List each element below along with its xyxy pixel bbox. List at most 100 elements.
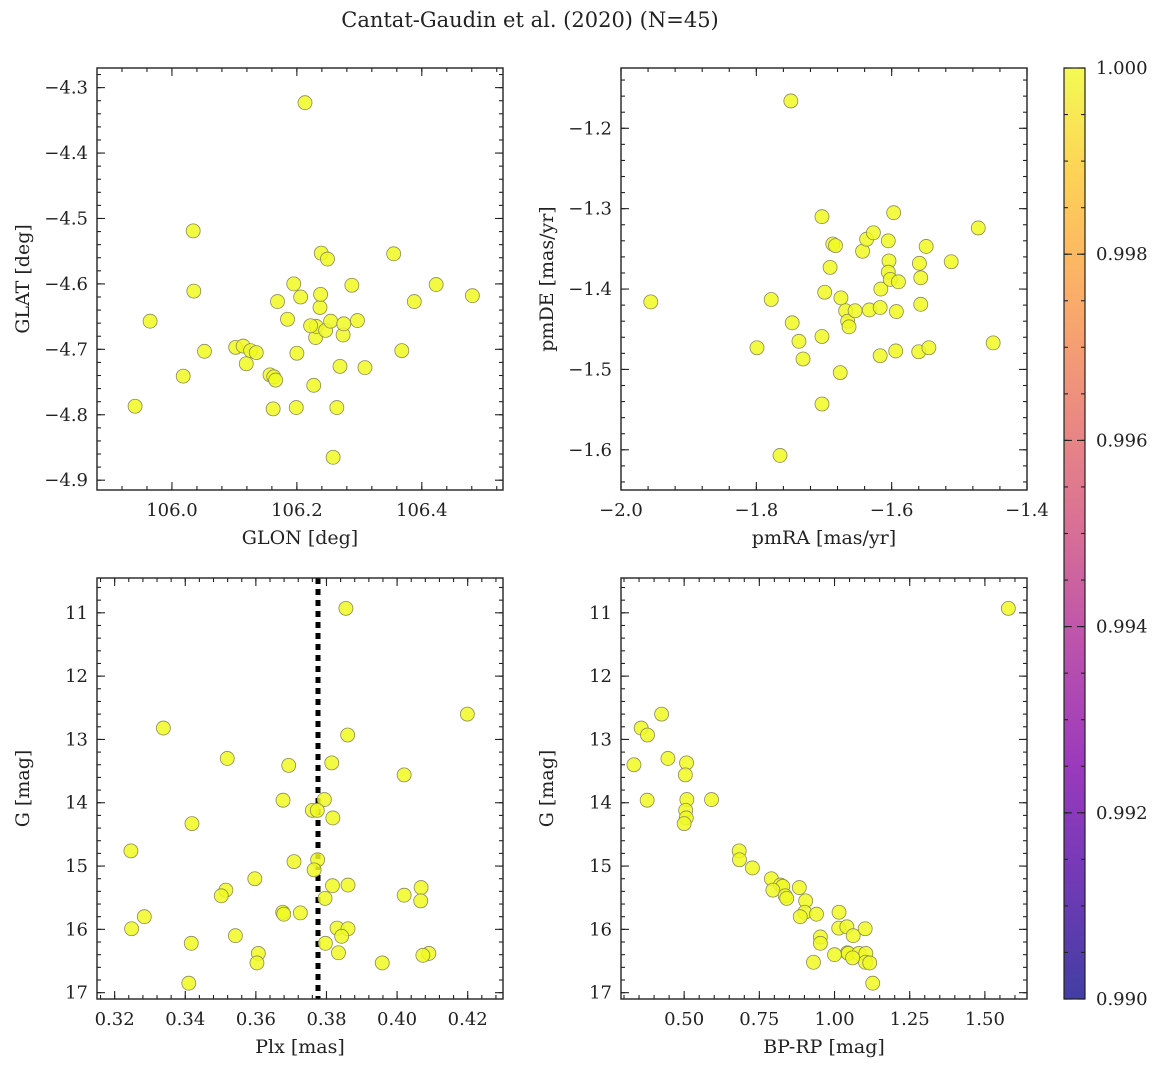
data-point — [286, 276, 302, 292]
x-tick-label: 0.50 — [664, 1009, 704, 1030]
data-point — [336, 316, 352, 332]
x-axis-label: GLON [deg] — [242, 527, 358, 549]
data-point — [288, 400, 304, 415]
data-point — [872, 348, 888, 364]
x-tick-label: 106.4 — [396, 500, 448, 521]
data-point — [413, 893, 429, 909]
data-point — [779, 890, 795, 906]
data-point — [913, 270, 929, 286]
data-point — [676, 816, 692, 832]
data-point — [329, 400, 345, 415]
x-tick-label: 0.34 — [165, 1009, 205, 1030]
y-tick-label: −1.6 — [568, 440, 612, 461]
data-point — [862, 955, 878, 971]
data-point — [809, 906, 824, 922]
y-tick-label: −4.4 — [44, 143, 88, 164]
colorbar-tick-label: 0.990 — [1096, 989, 1148, 1010]
data-point — [142, 313, 158, 329]
data-point — [891, 274, 906, 290]
data-point — [832, 365, 848, 381]
data-point — [136, 909, 152, 925]
data-point — [306, 862, 322, 878]
y-tick-label: −1.5 — [568, 359, 612, 380]
x-tick-label: −1.4 — [1005, 500, 1049, 521]
y-tick-label: −4.5 — [44, 208, 88, 229]
color-magnitude-panel: 0.50 0.75 1.00 1.25 1.50 11 12 13 14 15 16 17 BP-RP … — [536, 577, 1028, 1058]
axes-frame — [96, 577, 504, 1000]
data-point — [317, 890, 333, 906]
data-point — [985, 335, 1001, 351]
data-point — [704, 792, 719, 807]
data-point — [795, 351, 811, 367]
y-tick-label: 17 — [589, 983, 612, 1004]
data-point — [374, 955, 390, 971]
x-tick-label: 0.36 — [236, 1009, 276, 1030]
data-point — [286, 854, 302, 870]
data-point — [640, 727, 655, 743]
x-tick-label: 106.0 — [146, 500, 198, 521]
x-tick-label: −1.6 — [870, 500, 914, 521]
y-tick-label: 16 — [65, 919, 88, 940]
data-point — [749, 340, 765, 356]
data-point — [312, 300, 328, 315]
data-point — [394, 343, 410, 359]
data-point — [350, 313, 365, 328]
y-tick-label: −4.9 — [44, 470, 88, 491]
data-point — [873, 281, 889, 297]
proper-motion-panel: −2.0 −1.8 −1.6 −1.4 −1.2 −1.3 −1.4 −1.5 −1.6 pmRA… — [536, 67, 1049, 549]
data-point — [123, 843, 139, 859]
data-point — [970, 220, 986, 236]
data-point — [303, 318, 319, 334]
data-point — [324, 755, 340, 771]
data-point — [292, 905, 308, 921]
data-point — [845, 928, 861, 944]
x-tick-label: −1.8 — [734, 500, 778, 521]
y-tick-label: 17 — [65, 983, 88, 1004]
data-point — [857, 921, 873, 937]
data-point — [831, 904, 847, 920]
data-point — [660, 751, 676, 766]
data-point — [247, 871, 263, 887]
y-tick-label: 11 — [65, 603, 88, 624]
data-point — [943, 254, 959, 270]
colorbar-tick-label: 0.998 — [1096, 244, 1148, 265]
data-point — [792, 909, 808, 925]
data-point — [289, 345, 305, 361]
colorbar-tick-label: 0.996 — [1096, 430, 1148, 451]
data-point — [331, 945, 346, 961]
data-point — [316, 792, 332, 807]
data-point — [459, 706, 475, 722]
data-point — [791, 880, 807, 895]
data-point — [865, 975, 881, 991]
data-point — [639, 792, 655, 808]
data-point — [309, 802, 325, 818]
data-point — [772, 448, 788, 463]
data-point — [872, 300, 888, 315]
y-axis-label: G [mag] — [12, 750, 34, 828]
data-point — [880, 233, 896, 249]
x-tick-label: 106.2 — [271, 500, 323, 521]
data-point — [763, 292, 779, 307]
y-axis-label: pmDE [mas/yr] — [536, 206, 558, 351]
data-point — [276, 906, 292, 922]
data-point — [814, 209, 830, 225]
y-tick-label: −4.8 — [44, 405, 88, 426]
data-point — [626, 757, 642, 773]
axes-frame — [96, 67, 504, 491]
x-tick-label: −2.0 — [599, 500, 643, 521]
colorbar-tick-label: 0.992 — [1096, 803, 1148, 824]
x-tick-label: 0.40 — [377, 1009, 417, 1030]
x-tick-label: 1.50 — [965, 1009, 1005, 1030]
data-point — [806, 954, 821, 970]
data-point — [325, 878, 340, 894]
y-tick-label: 11 — [589, 603, 612, 624]
y-tick-label: 14 — [589, 793, 612, 814]
data-point — [386, 246, 402, 262]
data-point — [833, 290, 849, 306]
data-point — [847, 303, 863, 319]
y-tick-label: 13 — [65, 729, 88, 750]
data-point — [340, 877, 356, 893]
data-point — [219, 751, 235, 766]
data-point — [413, 880, 429, 895]
